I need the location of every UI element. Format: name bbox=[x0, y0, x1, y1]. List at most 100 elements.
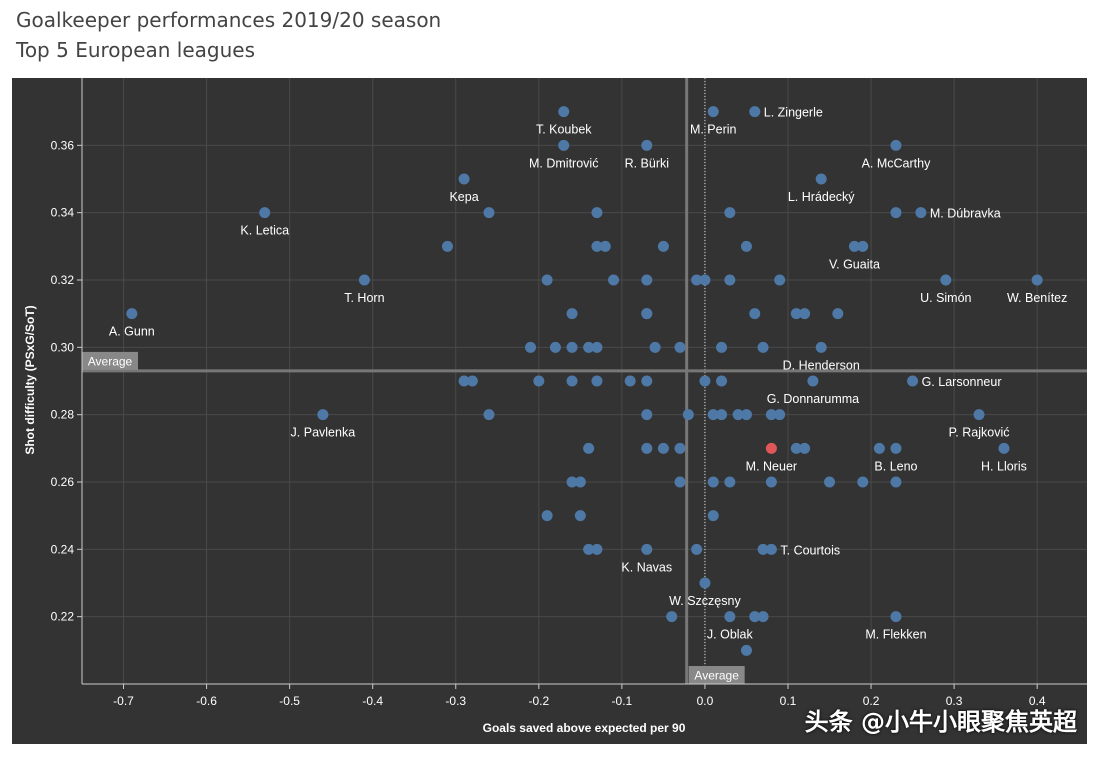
point-label: G. Larsonneur bbox=[922, 375, 1002, 389]
data-point bbox=[591, 207, 603, 219]
data-point bbox=[765, 409, 777, 421]
point-label: J. Pavlenka bbox=[291, 426, 356, 440]
point-label: Kepa bbox=[449, 190, 478, 204]
data-point bbox=[466, 375, 478, 387]
point-j-oblak bbox=[724, 611, 736, 623]
data-point bbox=[691, 543, 703, 555]
point-label: M. Flekken bbox=[865, 628, 926, 642]
point-label: U. Simón bbox=[920, 291, 971, 305]
point-k-letica bbox=[259, 207, 271, 219]
data-point bbox=[591, 240, 603, 252]
point-label: M. Dúbravka bbox=[930, 207, 1001, 221]
point-label: R. Bürki bbox=[625, 156, 669, 170]
data-point bbox=[608, 274, 620, 286]
point-m-dmitrovi- bbox=[558, 139, 570, 151]
point-g-donnarumma bbox=[807, 375, 819, 387]
point-label: A. McCarthy bbox=[862, 156, 932, 170]
point-t-courtois bbox=[765, 543, 777, 555]
point-label: K. Navas bbox=[621, 560, 672, 574]
y-tick-label: 0.26 bbox=[51, 475, 75, 489]
data-point bbox=[541, 274, 553, 286]
y-tick-label: 0.36 bbox=[51, 138, 75, 152]
point-labels: T. Koubek M. Perin L. Zingerle M. Dmitrović… bbox=[109, 106, 1067, 642]
point-label: J. Oblak bbox=[707, 628, 754, 642]
point-a-gunn bbox=[126, 308, 138, 320]
point-m-d-bravka bbox=[915, 207, 927, 219]
data-point bbox=[740, 240, 752, 252]
point-l-zingerle bbox=[749, 106, 761, 118]
data-point bbox=[824, 476, 836, 488]
point-w-szcz-sny bbox=[699, 577, 711, 589]
point-label: P. Rajković bbox=[949, 426, 1010, 440]
x-tick-label: -0.1 bbox=[612, 694, 633, 708]
x-tick-label: -0.4 bbox=[362, 694, 383, 708]
data-point bbox=[641, 375, 653, 387]
data-point bbox=[699, 274, 711, 286]
data-point bbox=[566, 308, 578, 320]
data-point bbox=[591, 341, 603, 353]
data-point bbox=[740, 409, 752, 421]
data-point bbox=[682, 409, 694, 421]
data-point bbox=[583, 341, 595, 353]
point-u-sim-n bbox=[940, 274, 952, 286]
data-point bbox=[740, 644, 752, 656]
data-point bbox=[591, 543, 603, 555]
data-point bbox=[566, 375, 578, 387]
point-label: W. Benítez bbox=[1007, 291, 1067, 305]
watermark: 头条 @小牛小眼聚焦英超 bbox=[804, 708, 1077, 736]
point-a-mccarthy bbox=[890, 139, 902, 151]
point-j-pavlenka bbox=[317, 409, 329, 421]
y-tick-label: 0.24 bbox=[51, 542, 75, 556]
average-y-badge: Average bbox=[82, 351, 138, 370]
point-m-neuer bbox=[765, 442, 777, 454]
point-label: G. Donnarumma bbox=[767, 392, 859, 406]
average-x-label: Average bbox=[694, 669, 739, 683]
data-point bbox=[649, 341, 661, 353]
x-tick-label: 0.4 bbox=[1029, 694, 1046, 708]
data-point bbox=[533, 375, 545, 387]
y-tick-label: 0.34 bbox=[51, 206, 75, 220]
point-label: M. Neuer bbox=[746, 459, 797, 473]
y-tick-label: 0.28 bbox=[51, 408, 75, 422]
data-point bbox=[674, 442, 686, 454]
data-point bbox=[799, 308, 811, 320]
data-point bbox=[674, 476, 686, 488]
data-point bbox=[483, 409, 495, 421]
point-label: L. Hrádecký bbox=[788, 190, 855, 204]
data-point bbox=[790, 442, 802, 454]
data-point bbox=[857, 240, 869, 252]
data-point bbox=[790, 308, 802, 320]
point-label: M. Dmitrović bbox=[529, 156, 598, 170]
data-point bbox=[765, 476, 777, 488]
point-d-henderson bbox=[815, 341, 827, 353]
data-point bbox=[641, 274, 653, 286]
data-point bbox=[483, 207, 495, 219]
data-point bbox=[441, 240, 453, 252]
data-point bbox=[799, 442, 811, 454]
data-point bbox=[890, 476, 902, 488]
point-l-hr-deck- bbox=[815, 173, 827, 185]
point-label: T. Courtois bbox=[780, 543, 840, 557]
point-p-rajkovi- bbox=[973, 409, 985, 421]
data-point bbox=[716, 341, 728, 353]
data-point bbox=[699, 375, 711, 387]
data-point bbox=[591, 375, 603, 387]
data-point bbox=[624, 375, 636, 387]
point-label: H. Lloris bbox=[981, 459, 1027, 473]
x-tick-label: 0.2 bbox=[863, 694, 880, 708]
data-point bbox=[666, 611, 678, 623]
x-tick-label: -0.6 bbox=[196, 694, 217, 708]
data-point bbox=[657, 442, 669, 454]
point-label: D. Henderson bbox=[783, 358, 860, 372]
point-label: W. Szczęsny bbox=[669, 594, 741, 608]
data-point bbox=[757, 341, 769, 353]
x-tick-label: -0.3 bbox=[445, 694, 466, 708]
data-point bbox=[641, 442, 653, 454]
data-points bbox=[126, 106, 1043, 656]
plot-background bbox=[12, 78, 1087, 744]
x-tick-label: 0.0 bbox=[697, 694, 714, 708]
data-point bbox=[724, 476, 736, 488]
point-h-lloris bbox=[998, 442, 1010, 454]
data-point bbox=[732, 409, 744, 421]
point-label: A. Gunn bbox=[109, 325, 155, 339]
